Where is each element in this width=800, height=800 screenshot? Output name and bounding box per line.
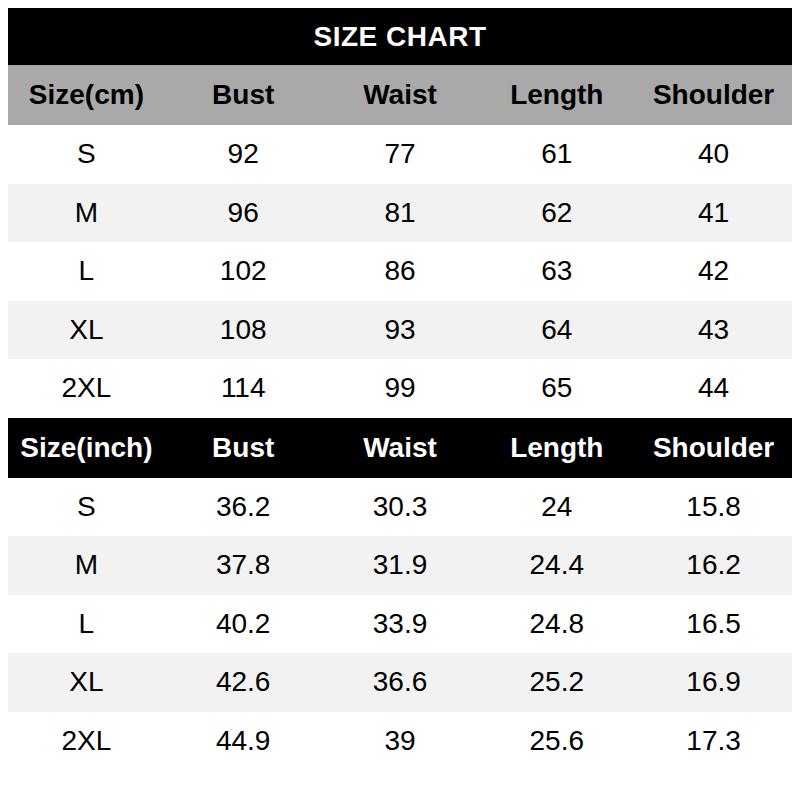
table-cell: 24.4 (478, 536, 635, 595)
size-table-cm-body: S 92 77 61 40 M 96 81 62 41 L 102 86 63 … (8, 125, 792, 418)
table-cell: 37.8 (165, 536, 322, 595)
table-row: M 37.8 31.9 24.4 16.2 (8, 536, 792, 595)
size-table-inch: Size(inch) Bust Waist Length Shoulder S … (8, 418, 792, 771)
table-cell: 61 (478, 125, 635, 184)
table-cell: 39 (322, 712, 479, 771)
size-table-inch-header: Size(inch) Bust Waist Length Shoulder (8, 418, 792, 478)
size-cell: 2XL (8, 359, 165, 418)
column-header-shoulder: Shoulder (635, 418, 792, 478)
column-header-bust: Bust (165, 65, 322, 125)
column-header-size-cm: Size(cm) (8, 65, 165, 125)
table-cell: 42 (635, 242, 792, 301)
size-table-cm: Size(cm) Bust Waist Length Shoulder S 92… (8, 65, 792, 418)
column-header-shoulder: Shoulder (635, 65, 792, 125)
table-cell: 92 (165, 125, 322, 184)
table-cell: 65 (478, 359, 635, 418)
table-cell: 44.9 (165, 712, 322, 771)
table-cell: 96 (165, 184, 322, 243)
size-chart-title: SIZE CHART (8, 8, 792, 65)
table-cell: 63 (478, 242, 635, 301)
size-chart-page: SIZE CHART Size(cm) Bust Waist Length Sh… (0, 0, 800, 770)
header-row: Size(inch) Bust Waist Length Shoulder (8, 418, 792, 478)
table-cell: 93 (322, 301, 479, 360)
table-cell: 77 (322, 125, 479, 184)
table-cell: 42.6 (165, 653, 322, 712)
column-header-length: Length (478, 418, 635, 478)
table-cell: 40.2 (165, 595, 322, 654)
table-cell: 36.6 (322, 653, 479, 712)
table-row: XL 108 93 64 43 (8, 301, 792, 360)
size-cell: L (8, 242, 165, 301)
table-cell: 25.2 (478, 653, 635, 712)
size-cell: S (8, 125, 165, 184)
table-cell: 41 (635, 184, 792, 243)
table-cell: 108 (165, 301, 322, 360)
table-cell: 64 (478, 301, 635, 360)
table-cell: 25.6 (478, 712, 635, 771)
table-cell: 99 (322, 359, 479, 418)
size-cell: 2XL (8, 712, 165, 771)
table-cell: 40 (635, 125, 792, 184)
table-cell: 31.9 (322, 536, 479, 595)
table-cell: 36.2 (165, 478, 322, 537)
table-row: 2XL 44.9 39 25.6 17.3 (8, 712, 792, 771)
table-row: 2XL 114 99 65 44 (8, 359, 792, 418)
size-table-inch-body: S 36.2 30.3 24 15.8 M 37.8 31.9 24.4 16.… (8, 478, 792, 771)
table-row: S 92 77 61 40 (8, 125, 792, 184)
table-cell: 16.2 (635, 536, 792, 595)
table-cell: 43 (635, 301, 792, 360)
column-header-bust: Bust (165, 418, 322, 478)
table-cell: 102 (165, 242, 322, 301)
column-header-waist: Waist (322, 418, 479, 478)
size-cell: L (8, 595, 165, 654)
table-cell: 86 (322, 242, 479, 301)
size-cell: XL (8, 301, 165, 360)
table-cell: 16.5 (635, 595, 792, 654)
table-cell: 24.8 (478, 595, 635, 654)
header-row: Size(cm) Bust Waist Length Shoulder (8, 65, 792, 125)
table-cell: 62 (478, 184, 635, 243)
table-row: M 96 81 62 41 (8, 184, 792, 243)
table-cell: 114 (165, 359, 322, 418)
table-cell: 30.3 (322, 478, 479, 537)
column-header-waist: Waist (322, 65, 479, 125)
table-row: XL 42.6 36.6 25.2 16.9 (8, 653, 792, 712)
table-row: L 102 86 63 42 (8, 242, 792, 301)
table-cell: 44 (635, 359, 792, 418)
table-cell: 17.3 (635, 712, 792, 771)
size-table-cm-header: Size(cm) Bust Waist Length Shoulder (8, 65, 792, 125)
size-cell: XL (8, 653, 165, 712)
column-header-length: Length (478, 65, 635, 125)
table-cell: 16.9 (635, 653, 792, 712)
table-cell: 81 (322, 184, 479, 243)
size-cell: M (8, 536, 165, 595)
table-cell: 33.9 (322, 595, 479, 654)
table-cell: 24 (478, 478, 635, 537)
size-cell: S (8, 478, 165, 537)
table-row: L 40.2 33.9 24.8 16.5 (8, 595, 792, 654)
table-row: S 36.2 30.3 24 15.8 (8, 478, 792, 537)
column-header-size-inch: Size(inch) (8, 418, 165, 478)
table-cell: 15.8 (635, 478, 792, 537)
size-cell: M (8, 184, 165, 243)
